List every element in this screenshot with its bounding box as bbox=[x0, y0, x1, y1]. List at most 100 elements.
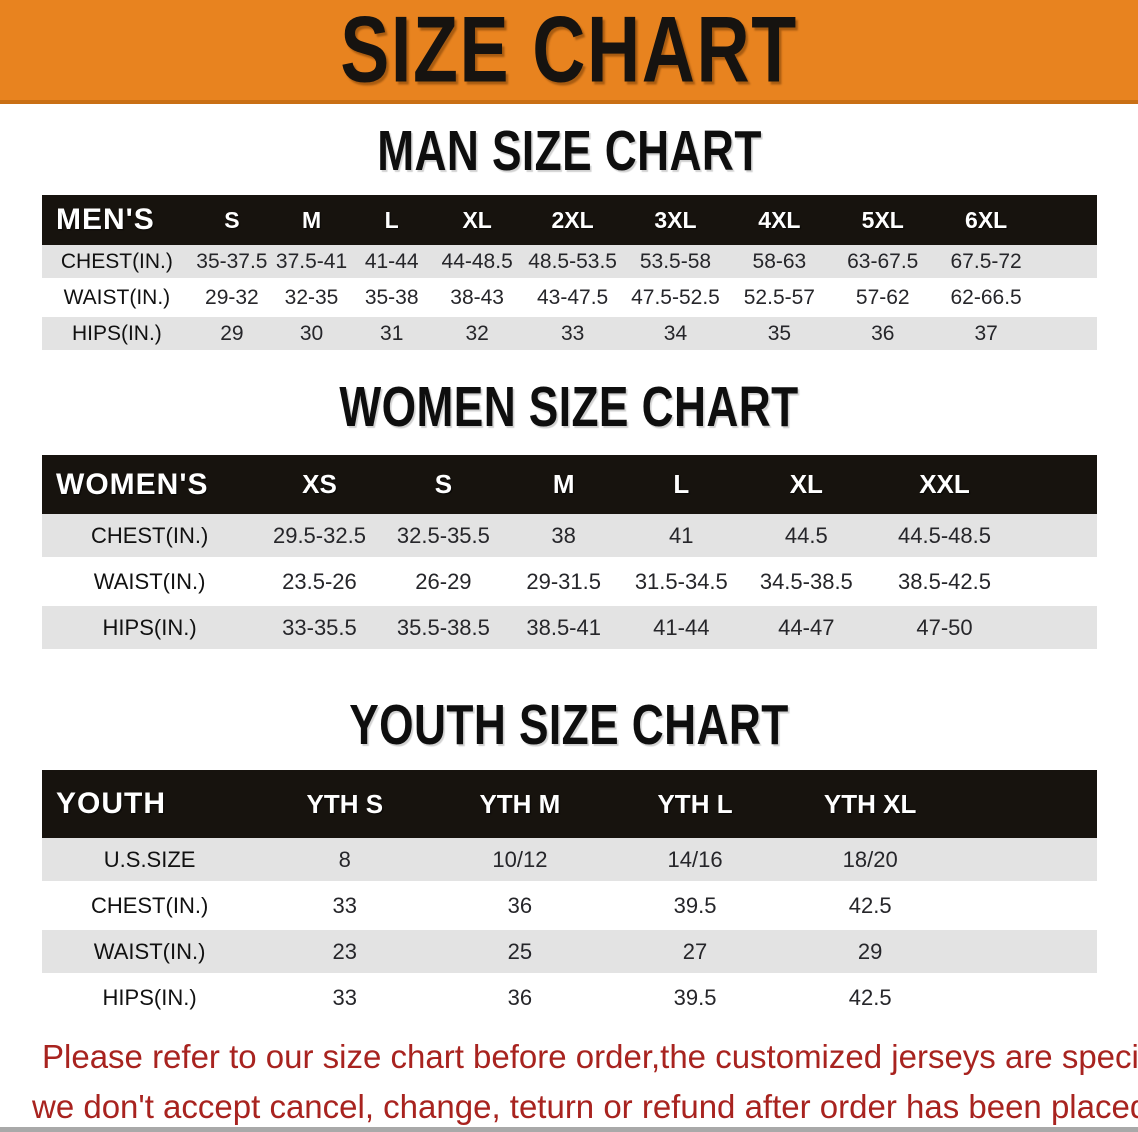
youth-table-row: HIPS(IN.) 33 36 39.5 42.5 bbox=[42, 976, 1097, 1022]
youth-size-value-cell: 8 bbox=[257, 838, 433, 884]
women-table-category-label: WOMEN'S bbox=[42, 455, 258, 514]
men-size-value-cell: 57-62 bbox=[831, 281, 935, 317]
bottom-edge-strip bbox=[0, 1127, 1138, 1132]
women-size-value-cell: 32.5-35.5 bbox=[381, 514, 506, 560]
disclaimer-line-1: Please refer to our size chart before or… bbox=[42, 1038, 1138, 1075]
women-size-column-header: S bbox=[381, 455, 506, 514]
youth-size-value-cell: 27 bbox=[607, 930, 783, 976]
women-size-value-cell: 31.5-34.5 bbox=[622, 560, 741, 606]
youth-row-label: CHEST(IN.) bbox=[42, 884, 258, 930]
men-row-label: HIPS(IN.) bbox=[42, 317, 192, 353]
men-size-value-cell: 33 bbox=[521, 317, 624, 353]
women-size-column-header: XS bbox=[257, 455, 382, 514]
men-size-value-cell: 67.5-72 bbox=[934, 245, 1038, 281]
men-size-value-cell: 37.5-41 bbox=[271, 245, 352, 281]
youth-size-value-cell: 33 bbox=[257, 884, 433, 930]
women-size-value-cell: 41-44 bbox=[622, 606, 741, 652]
youth-header-row: YOUTH YTH S YTH M YTH L YTH XL bbox=[42, 770, 1097, 838]
youth-size-column-header bbox=[957, 770, 1097, 838]
women-table-row: CHEST(IN.) 29.5-32.5 32.5-35.5 38 41 44.5 44.5… bbox=[42, 514, 1097, 560]
men-size-value-cell: 31 bbox=[351, 317, 433, 353]
youth-table-row: WAIST(IN.) 23 25 27 29 bbox=[42, 930, 1097, 976]
men-size-value-cell: 34 bbox=[623, 317, 728, 353]
men-size-value-cell: 52.5-57 bbox=[727, 281, 832, 317]
youth-size-column-header: YTH L bbox=[607, 770, 783, 838]
men-header-row: MEN'S S M L XL 2XL 3XL 4XL 5XL 6XL bbox=[42, 195, 1097, 245]
women-size-table: WOMEN'S XS S M L XL XXL CHEST(IN.) 29.5-32.5 32.5… bbox=[42, 455, 1097, 652]
men-size-value-cell: 36 bbox=[831, 317, 935, 353]
men-size-value-cell: 32 bbox=[432, 317, 522, 353]
men-size-value-cell: 35-37.5 bbox=[191, 245, 272, 281]
men-size-value-cell: 32-35 bbox=[271, 281, 352, 317]
men-size-value-cell: 35 bbox=[727, 317, 832, 353]
men-section-heading: MAN SIZE CHART bbox=[0, 119, 1138, 183]
men-size-value-cell: 37 bbox=[934, 317, 1038, 353]
youth-size-value-cell: 14/16 bbox=[607, 838, 783, 884]
men-size-column-header: M bbox=[271, 195, 352, 245]
men-size-column-header: 3XL bbox=[623, 195, 728, 245]
women-size-value-cell: 34.5-38.5 bbox=[740, 560, 873, 606]
men-size-value-cell: 38-43 bbox=[432, 281, 522, 317]
women-size-value-cell: 35.5-38.5 bbox=[381, 606, 506, 652]
women-size-value-cell: 23.5-26 bbox=[257, 560, 382, 606]
men-size-column-header: 5XL bbox=[831, 195, 935, 245]
men-size-value-cell: 48.5-53.5 bbox=[521, 245, 624, 281]
men-size-value-cell: 58-63 bbox=[727, 245, 832, 281]
youth-size-table: YOUTH YTH S YTH M YTH L YTH XL U.S.SIZE 8 10/12… bbox=[42, 770, 1097, 1022]
men-size-value-cell: 29 bbox=[191, 317, 272, 353]
men-size-column-header bbox=[1037, 195, 1097, 245]
disclaimer: Please refer to our size chart before or… bbox=[32, 1032, 1138, 1132]
women-size-value-cell: 41 bbox=[622, 514, 741, 560]
women-header-row: WOMEN'S XS S M L XL XXL bbox=[42, 455, 1097, 514]
men-size-column-header: 4XL bbox=[727, 195, 832, 245]
youth-size-value-cell bbox=[957, 838, 1097, 884]
men-size-value-cell: 29-32 bbox=[191, 281, 272, 317]
women-size-value-cell: 44.5 bbox=[740, 514, 873, 560]
women-section-heading-text: WOMEN SIZE CHART bbox=[339, 375, 799, 439]
men-table-row: HIPS(IN.) 29 30 31 32 33 34 35 36 37 bbox=[42, 317, 1097, 353]
men-size-column-header: S bbox=[191, 195, 272, 245]
youth-size-value-cell bbox=[957, 976, 1097, 1022]
women-size-column-header: L bbox=[622, 455, 741, 514]
youth-size-value-cell: 18/20 bbox=[782, 838, 958, 884]
youth-table-row: CHEST(IN.) 33 36 39.5 42.5 bbox=[42, 884, 1097, 930]
men-table-category-label: MEN'S bbox=[42, 195, 192, 245]
women-size-value-cell: 29-31.5 bbox=[505, 560, 623, 606]
youth-size-value-cell: 25 bbox=[432, 930, 608, 976]
youth-size-value-cell: 39.5 bbox=[607, 976, 783, 1022]
men-size-value-cell: 43-47.5 bbox=[521, 281, 624, 317]
women-size-value-cell: 33-35.5 bbox=[257, 606, 382, 652]
men-size-value-cell: 63-67.5 bbox=[831, 245, 935, 281]
women-size-value-cell bbox=[1016, 606, 1097, 652]
men-size-column-header: XL bbox=[432, 195, 522, 245]
men-row-label: WAIST(IN.) bbox=[42, 281, 192, 317]
women-size-column-header: XL bbox=[740, 455, 873, 514]
women-size-value-cell: 44.5-48.5 bbox=[872, 514, 1017, 560]
women-size-value-cell: 47-50 bbox=[872, 606, 1017, 652]
women-size-value-cell bbox=[1016, 560, 1097, 606]
men-size-value-cell: 53.5-58 bbox=[623, 245, 728, 281]
youth-size-value-cell bbox=[957, 930, 1097, 976]
men-row-label: CHEST(IN.) bbox=[42, 245, 192, 281]
women-size-column-header: M bbox=[505, 455, 623, 514]
men-size-value-cell: 47.5-52.5 bbox=[623, 281, 728, 317]
youth-size-value-cell: 23 bbox=[257, 930, 433, 976]
youth-size-column-header: YTH XL bbox=[782, 770, 958, 838]
youth-size-value-cell bbox=[957, 884, 1097, 930]
men-table-row: WAIST(IN.) 29-32 32-35 35-38 38-43 43-47.5 47.… bbox=[42, 281, 1097, 317]
men-size-value-cell bbox=[1037, 281, 1097, 317]
women-size-value-cell: 26-29 bbox=[381, 560, 506, 606]
men-size-value-cell bbox=[1037, 245, 1097, 281]
men-section-heading-text: MAN SIZE CHART bbox=[376, 119, 762, 183]
youth-size-column-header: YTH M bbox=[432, 770, 608, 838]
men-size-value-cell: 62-66.5 bbox=[934, 281, 1038, 317]
youth-size-column-header: YTH S bbox=[257, 770, 433, 838]
youth-table-category-label: YOUTH bbox=[42, 770, 258, 838]
women-size-value-cell bbox=[1016, 514, 1097, 560]
women-table-row: HIPS(IN.) 33-35.5 35.5-38.5 38.5-41 41-44 44-… bbox=[42, 606, 1097, 652]
youth-row-label: WAIST(IN.) bbox=[42, 930, 258, 976]
youth-size-value-cell: 42.5 bbox=[782, 884, 958, 930]
youth-row-label: HIPS(IN.) bbox=[42, 976, 258, 1022]
disclaimer-line-2: we don't accept cancel, change, teturn o… bbox=[32, 1088, 1138, 1125]
